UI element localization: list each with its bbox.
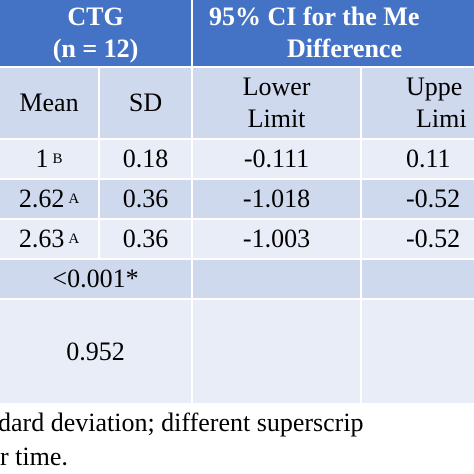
body-cell: -0.111 [193,140,362,180]
cell-text: -1.018 [242,184,311,213]
cell-text: 0.11 [406,144,451,173]
body-cell: 0.36 [100,180,193,220]
p-cell: <0.001* [0,260,193,300]
subheader-text: Uppe [406,72,463,101]
subheader-text: SD [128,88,163,117]
cell-text: 1 [35,144,49,173]
empty-cell [193,260,362,300]
empty-cell [362,300,474,405]
body-cell: 0.11 [362,140,474,180]
footnote: r time. [0,442,68,471]
subheader-text: Limi [416,104,467,133]
empty-cell [362,260,474,300]
body-cell: 2.63 A [0,220,100,260]
cell-text: -0.52 [406,224,461,253]
cell-text: 2.62 [18,184,65,213]
subheader-text: Mean [19,88,79,117]
body-cell: -0.52 [362,220,474,260]
header-text: (n = 12) [52,34,139,63]
header-text: CTG [67,2,124,31]
subheader-cell: SD [100,68,193,140]
header-text: 95% CI for the Me [209,2,420,31]
body-cell: -1.018 [193,180,362,220]
body-cell: 0.18 [100,140,193,180]
subheader-cell: Lower Limit [193,68,362,140]
empty-cell [193,300,362,405]
subheader-text: Lower [242,72,311,101]
subheader-cell: Uppe Limi [362,68,474,140]
cell-text: -1.003 [242,224,311,253]
cell-text: 2.63 [18,224,65,253]
header-text: Difference [287,34,403,63]
cell-text: 0.18 [122,144,169,173]
p-value: <0.001* [52,264,139,293]
cell-text: 0.36 [122,224,169,253]
body-cell: 2.62 A [0,180,100,220]
body-cell: -1.003 [193,220,362,260]
cell-text: 0.36 [122,184,169,213]
footnote: dard deviation; different superscrip [0,408,364,437]
p-cell: 0.952 [0,300,193,405]
superscript: B [52,151,63,167]
body-cell: 0.36 [100,220,193,260]
subheader-text: Limit [247,104,306,133]
header-cell: 95% CI for the Me Difference [193,0,474,68]
cell-text: -0.111 [243,144,310,173]
p-value: 0.952 [66,336,125,366]
body-cell: -0.52 [362,180,474,220]
superscript: A [68,231,80,247]
cell-text: -0.52 [406,184,461,213]
header-cell: CTG (n = 12) [0,0,193,68]
superscript: A [68,191,80,207]
subheader-cell: Mean [0,68,100,140]
